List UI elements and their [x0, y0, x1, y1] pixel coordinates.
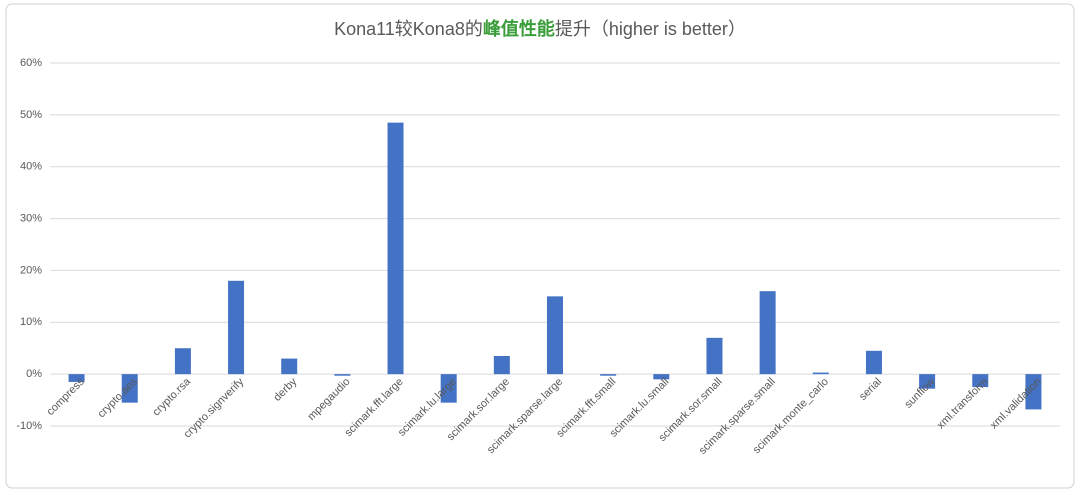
bar	[281, 358, 298, 375]
bar	[547, 296, 563, 375]
title-part: Kona11较Kona8的	[334, 19, 483, 39]
bar	[228, 280, 245, 375]
y-tick-label: 60%	[20, 57, 42, 69]
bar	[68, 374, 85, 382]
bar	[812, 372, 829, 375]
chart-title: Kona11较Kona8的峰值性能提升（higher is better）	[334, 18, 746, 39]
bar	[1025, 374, 1042, 410]
chart-border	[5, 3, 1075, 489]
bar	[387, 122, 404, 375]
y-tick-label: 40%	[20, 161, 42, 173]
bar	[865, 350, 882, 375]
bar	[174, 348, 191, 375]
y-tick-label: 10%	[20, 316, 42, 328]
title-part: 提升（higher is better）	[555, 19, 746, 39]
bar	[600, 374, 617, 376]
y-tick-label: 30%	[20, 212, 42, 224]
y-tick-label: -10%	[16, 420, 42, 432]
y-tick-label: 0%	[26, 368, 42, 380]
bar	[706, 337, 723, 375]
bar	[334, 374, 351, 376]
bar	[440, 374, 457, 403]
bar	[493, 355, 510, 375]
y-tick-label: 20%	[20, 264, 42, 276]
bar	[121, 374, 138, 403]
bar	[919, 374, 936, 389]
title-part: 峰值性能	[483, 18, 555, 39]
bar	[972, 374, 989, 388]
bar	[653, 374, 670, 380]
y-tick-label: 50%	[20, 109, 42, 121]
bar	[759, 291, 776, 375]
